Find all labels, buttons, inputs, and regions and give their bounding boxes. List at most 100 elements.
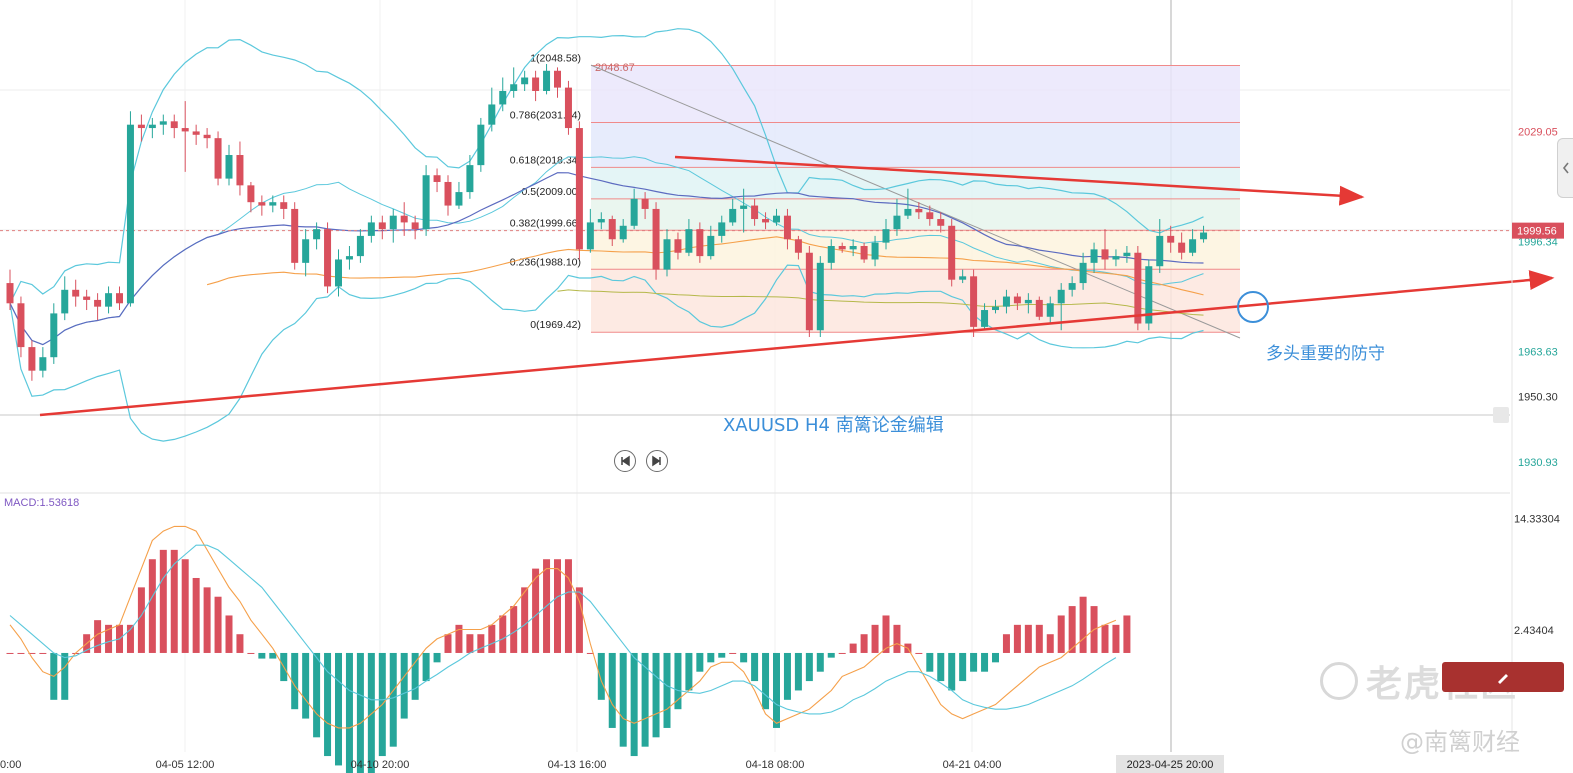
scroll-start-button[interactable] [614, 450, 636, 472]
candle-body [94, 299, 102, 307]
macd-histogram-bar [762, 652, 770, 710]
macd-histogram-bar [335, 652, 342, 766]
macd-histogram-bar [652, 652, 660, 738]
candle-body [148, 124, 156, 129]
chevron-left-icon [1562, 162, 1569, 174]
candle-body [554, 70, 561, 88]
candle-body [488, 104, 496, 125]
candle-body [170, 121, 178, 129]
candle-body [948, 225, 956, 280]
candle-body [1178, 242, 1186, 253]
macd-histogram-bar [597, 652, 605, 700]
candle-body [981, 310, 989, 327]
candle-body [740, 205, 748, 209]
macd-histogram-bar [532, 568, 540, 653]
macd-histogram-bar [619, 652, 627, 747]
candle-body [783, 215, 791, 240]
scroll-end-button[interactable] [646, 450, 668, 472]
macd-histogram-bar [575, 587, 583, 653]
candle-body [1156, 235, 1164, 267]
macd-axis-label: 2.43404 [1514, 625, 1554, 637]
candle-body [313, 229, 321, 240]
macd-histogram-bar [510, 606, 518, 653]
macd-histogram-bar [685, 652, 693, 691]
candle-body [1024, 299, 1032, 304]
candle-body [477, 124, 485, 166]
macd-histogram-bar [214, 596, 222, 653]
bollinger-lower [9, 264, 1204, 442]
candle-body [159, 121, 167, 125]
candle-body [378, 222, 386, 230]
current-price-label: 1999.56 [1517, 226, 1557, 238]
macd-histogram-bar [313, 652, 321, 738]
macd-histogram-bar [258, 652, 266, 659]
macd-histogram-bar [28, 652, 36, 654]
candle-body [597, 219, 605, 223]
candle-body [269, 202, 277, 206]
candle-body [335, 259, 342, 287]
fib-start-label: 2048.67 [595, 62, 635, 74]
macd-signal-line [9, 544, 1117, 715]
candle-body [1035, 299, 1043, 317]
alert-bell-icon[interactable] [1493, 407, 1509, 423]
candle-body [1002, 296, 1010, 307]
skip-forward-icon [652, 455, 661, 467]
macd-histogram-bar [564, 559, 572, 653]
macd-histogram-bar [773, 652, 780, 728]
candle-body [50, 313, 58, 358]
macd-histogram-bar [663, 652, 671, 728]
chart-title: XAUUSD H4 南篱论金编辑 [723, 415, 944, 436]
candle-body [937, 219, 945, 226]
macd-histogram-bar [860, 634, 868, 653]
macd-histogram-bar [805, 652, 813, 682]
macd-histogram-bar [1057, 615, 1065, 653]
fib-zone [591, 198, 1240, 231]
candle-body [433, 175, 441, 182]
candle-body [280, 202, 288, 209]
candle-body [992, 306, 999, 311]
candle-body [126, 124, 134, 304]
time-axis-label: 04-21 04:00 [943, 759, 1002, 771]
candle-body [543, 70, 551, 91]
macd-histogram-bar [159, 549, 167, 653]
candle-body [521, 77, 529, 85]
macd-histogram-bar [192, 577, 200, 653]
candle-body [39, 357, 47, 371]
macd-histogram-bar [367, 652, 375, 773]
candle-body [105, 293, 113, 307]
macd-histogram-bar [948, 652, 956, 691]
macd-axis-label: 14.33304 [1514, 514, 1560, 526]
time-axis-label: 04-10 20:00 [351, 759, 410, 771]
candle-body [236, 155, 244, 186]
macd-histogram-bar [641, 652, 649, 747]
macd-histogram-bar [696, 652, 704, 672]
candle-body [1123, 252, 1131, 257]
ma-orange [206, 236, 1204, 296]
price-axis-label: 1950.30 [1518, 392, 1558, 404]
candle-body [794, 239, 802, 253]
side-panel-toggle[interactable] [1557, 138, 1573, 198]
candle-body [608, 219, 616, 240]
candle-body [1112, 256, 1120, 260]
candle-body [1079, 262, 1087, 284]
macd-histogram-bar [827, 652, 835, 658]
candle-body [444, 181, 452, 206]
macd-line [9, 525, 1117, 729]
annotation-text: 多头重要的防守 [1266, 344, 1385, 364]
indicator-lines [0, 28, 1510, 442]
candle-body [773, 215, 780, 223]
macd-histogram-bar [137, 587, 145, 653]
candle-body [61, 289, 69, 314]
macd-histogram-bar [94, 620, 102, 653]
candle-body [499, 90, 507, 105]
macd-histogram-bar [247, 652, 255, 654]
macd-histogram-bar [1046, 634, 1054, 653]
macd-histogram-bar [345, 652, 353, 773]
candle-body [586, 222, 594, 250]
macd-histogram-bar [970, 652, 978, 672]
candle-body [181, 128, 189, 132]
candle-body [575, 128, 583, 250]
candle-body [685, 229, 693, 253]
